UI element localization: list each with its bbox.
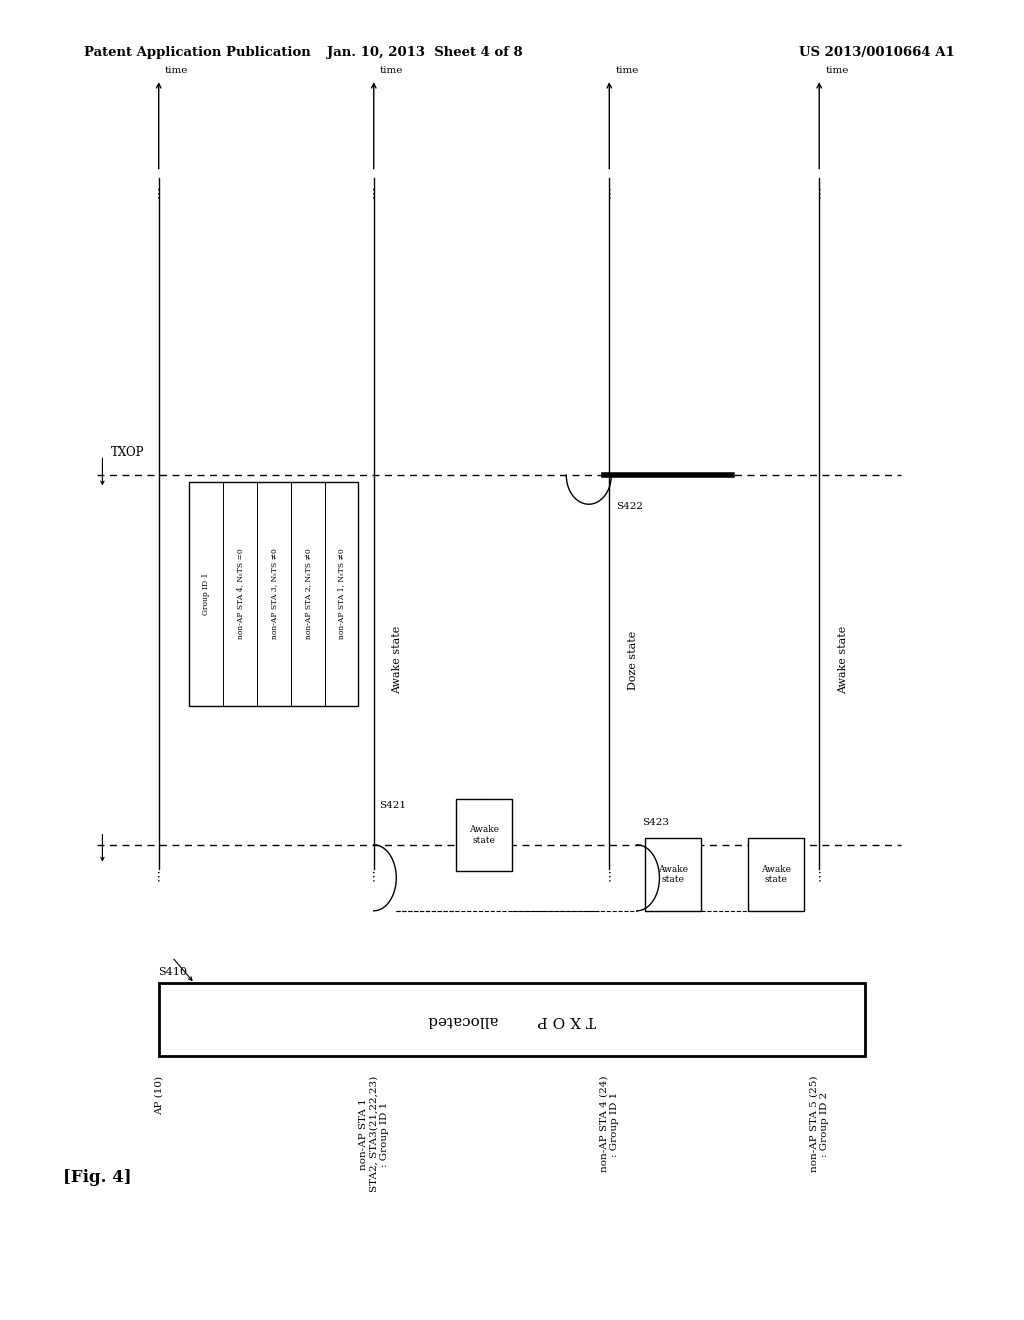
Text: S421: S421 bbox=[379, 801, 406, 810]
Text: time: time bbox=[615, 66, 639, 75]
Text: Awake state: Awake state bbox=[838, 626, 848, 694]
Text: Awake
state: Awake state bbox=[761, 865, 791, 884]
Text: Awake
state: Awake state bbox=[658, 865, 688, 884]
Text: [Fig. 4]: [Fig. 4] bbox=[63, 1170, 132, 1185]
Text: non-AP STA 1, NₛTS ≠0: non-AP STA 1, NₛTS ≠0 bbox=[338, 549, 345, 639]
Text: time: time bbox=[825, 66, 849, 75]
Text: S422: S422 bbox=[616, 502, 643, 511]
Text: T X O P        allocated: T X O P allocated bbox=[428, 1012, 596, 1027]
Text: AP (10): AP (10) bbox=[155, 1076, 163, 1115]
Text: non-AP STA 4 (24)
: Group ID 1: non-AP STA 4 (24) : Group ID 1 bbox=[600, 1076, 618, 1172]
Bar bbox=[189, 482, 358, 706]
Text: non-AP STA 5 (25)
: Group ID 2: non-AP STA 5 (25) : Group ID 2 bbox=[810, 1076, 828, 1172]
Text: Awake state: Awake state bbox=[392, 626, 402, 694]
Text: ⋯: ⋯ bbox=[153, 869, 165, 882]
Text: ⋯: ⋯ bbox=[368, 869, 380, 882]
Text: Group ID 1: Group ID 1 bbox=[203, 573, 210, 615]
Text: time: time bbox=[380, 66, 403, 75]
Text: ⋯: ⋯ bbox=[603, 185, 615, 198]
Text: time: time bbox=[165, 66, 188, 75]
Bar bbox=[748, 838, 804, 911]
Text: Patent Application Publication: Patent Application Publication bbox=[84, 46, 310, 59]
Text: ⋯: ⋯ bbox=[813, 185, 825, 198]
Text: ⋯: ⋯ bbox=[368, 185, 380, 198]
Text: Awake
state: Awake state bbox=[469, 825, 499, 845]
Bar bbox=[456, 799, 512, 871]
Bar bbox=[645, 838, 701, 911]
Bar bbox=[159, 983, 865, 1056]
Text: non-AP STA 4, NₛTS =0: non-AP STA 4, NₛTS =0 bbox=[237, 549, 244, 639]
Text: ⋯: ⋯ bbox=[603, 869, 615, 882]
Text: ⋯: ⋯ bbox=[153, 185, 165, 198]
Text: Jan. 10, 2013  Sheet 4 of 8: Jan. 10, 2013 Sheet 4 of 8 bbox=[327, 46, 523, 59]
Text: non-AP STA 3, NₛTS ≠0: non-AP STA 3, NₛTS ≠0 bbox=[270, 549, 278, 639]
Text: S410: S410 bbox=[159, 966, 187, 977]
Text: non-AP STA 1
STA2, STA3(21,22,23)
: Group ID 1: non-AP STA 1 STA2, STA3(21,22,23) : Grou… bbox=[358, 1076, 389, 1192]
Text: US 2013/0010664 A1: US 2013/0010664 A1 bbox=[799, 46, 954, 59]
Text: TXOP: TXOP bbox=[111, 446, 144, 459]
Text: Doze state: Doze state bbox=[628, 631, 638, 689]
Text: non-AP STA 2, NₛTS ≠0: non-AP STA 2, NₛTS ≠0 bbox=[304, 549, 311, 639]
Text: S423: S423 bbox=[642, 818, 669, 828]
Text: ⋯: ⋯ bbox=[813, 869, 825, 882]
